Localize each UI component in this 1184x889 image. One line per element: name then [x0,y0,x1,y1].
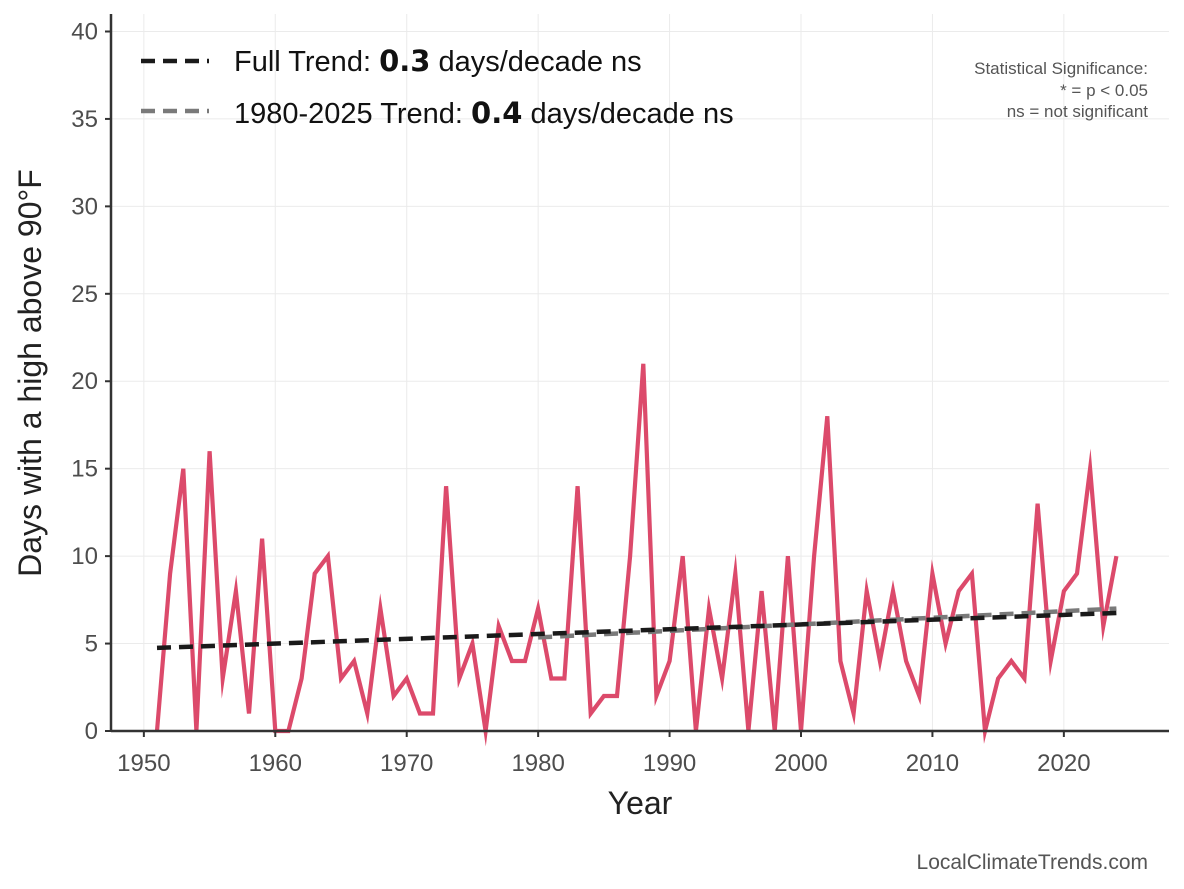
x-axis-title: Year [608,785,673,821]
y-tick-label: 0 [85,718,98,745]
y-tick-label: 15 [71,456,98,483]
ticks: 0 5 10 15 20 25 30 35 40 1950 1960 1970 1980 1990 2000… [71,18,1090,777]
legend-full-trend-suffix: days/decade ns [430,46,641,78]
legend-full-trend-prefix: Full Trend: [234,46,379,78]
axes [109,14,1169,733]
significance-line-1: * = p < 0.05 [1060,81,1148,100]
y-tick-label: 20 [71,368,98,395]
y-tick-label: 30 [71,193,98,220]
y-tick-label: 25 [71,281,98,308]
y-tick-label: 10 [71,543,98,570]
legend-label-recent-trend: 1980-2025 Trend: 0.4 days/decade ns [234,96,734,130]
significance-title: Statistical Significance: [974,59,1148,78]
legend-recent-trend-prefix: 1980-2025 Trend: [234,98,471,130]
y-tick-label: 40 [71,18,98,45]
x-tick-label: 2000 [774,750,827,777]
data-series [154,363,1119,747]
y-axis-title: Days with a high above 90°F [12,169,48,577]
series-line-0 [154,363,1119,747]
y-tick-label: 5 [85,631,98,658]
x-tick-label: 1960 [249,750,302,777]
y-tick-label: 35 [71,106,98,133]
x-tick-label: 1990 [643,750,696,777]
significance-line-2: ns = not significant [1007,102,1149,121]
x-tick-label: 2020 [1037,750,1090,777]
legend-recent-trend-suffix: days/decade ns [522,98,733,130]
site-credit: LocalClimateTrends.com [917,851,1148,874]
x-tick-label: 1950 [117,750,170,777]
legend-label-full-trend: Full Trend: 0.3 days/decade ns [234,44,642,78]
legend-recent-trend-value: 0.4 [471,96,522,130]
legend: Full Trend: 0.3 days/decade ns 1980-2025… [141,44,734,130]
legend-full-trend-value: 0.3 [379,44,430,78]
x-tick-label: 1980 [511,750,564,777]
full-trend-line [156,610,1117,651]
x-tick-label: 2010 [906,750,959,777]
x-tick-label: 1970 [380,750,433,777]
significance-note: Statistical Significance: * = p < 0.05 n… [974,59,1148,121]
